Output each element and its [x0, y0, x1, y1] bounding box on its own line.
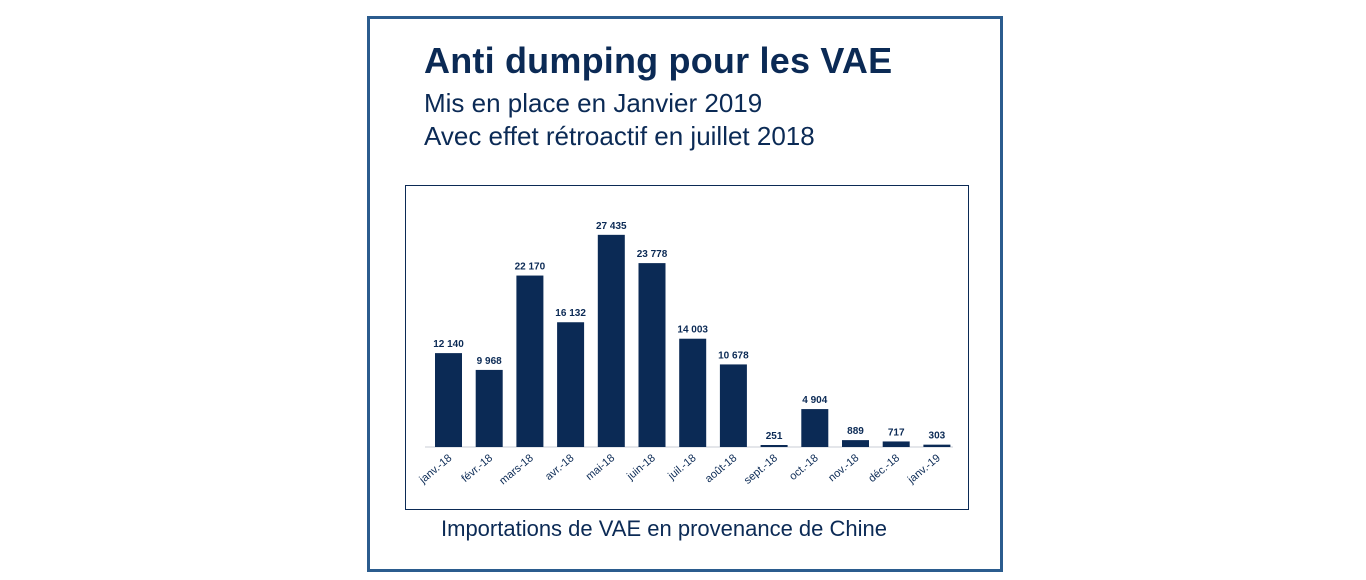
bar-value-label: 22 170	[515, 262, 546, 273]
bar-6	[679, 338, 707, 447]
x-tick-label: févr.-18	[459, 452, 495, 485]
bar-11	[882, 441, 910, 447]
x-tick-label: août-18	[703, 452, 739, 485]
chart-frame	[367, 16, 1003, 572]
plot-area	[405, 185, 969, 510]
bar-4	[597, 234, 625, 447]
bar-value-label: 717	[888, 427, 905, 438]
x-tick-label: avr.-18	[543, 452, 576, 483]
chart-subtitle-1: Mis en place en Janvier 2019	[424, 88, 763, 118]
bar-3	[557, 322, 585, 447]
bar-value-label: 9 968	[477, 356, 502, 367]
bar-value-label: 27 435	[596, 221, 627, 232]
bar-value-label: 251	[766, 431, 783, 442]
x-tick-label: juil.-18	[665, 452, 698, 483]
bar-0	[435, 353, 462, 447]
x-tick-label: sept.-18	[742, 452, 780, 487]
chart-title: Anti dumping pour les VAE	[424, 40, 893, 81]
bar-value-label: 12 140	[433, 339, 464, 350]
x-tick-label: oct.-18	[787, 452, 820, 483]
x-tick-label: mars-18	[497, 452, 536, 487]
x-axis-caption: Importations de VAE en provenance de Chi…	[441, 516, 887, 541]
bar-value-label: 16 132	[555, 308, 586, 319]
bar-1	[475, 369, 503, 447]
bar-value-label: 889	[847, 426, 864, 437]
bar-value-label: 4 904	[802, 395, 827, 406]
bar-chart: 12 140 janv.-18 9 968 févr.-18 22 170 mars-18…	[417, 221, 953, 487]
bar-8	[760, 445, 788, 447]
x-tick-label: juin-18	[624, 452, 658, 483]
x-tick-label: janv.-19	[905, 452, 943, 486]
bar-5	[638, 263, 666, 447]
x-tick-label: déc.-18	[866, 452, 902, 485]
bar-value-label: 14 003	[677, 325, 708, 336]
bar-value-label: 10 678	[718, 350, 749, 361]
x-tick-label: mai-18	[584, 452, 617, 483]
x-tick-label: nov.-18	[826, 452, 861, 484]
bar-2	[516, 275, 544, 447]
chart-subtitle-2: Avec effet rétroactif en juillet 2018	[424, 121, 815, 151]
bar-12	[923, 444, 951, 447]
x-tick-label: janv.-18	[417, 452, 455, 486]
bar-10	[842, 440, 869, 447]
bar-9	[801, 409, 829, 447]
bar-value-label: 23 778	[637, 249, 668, 260]
bar-value-label: 303	[929, 431, 946, 442]
bar-7	[719, 364, 747, 447]
